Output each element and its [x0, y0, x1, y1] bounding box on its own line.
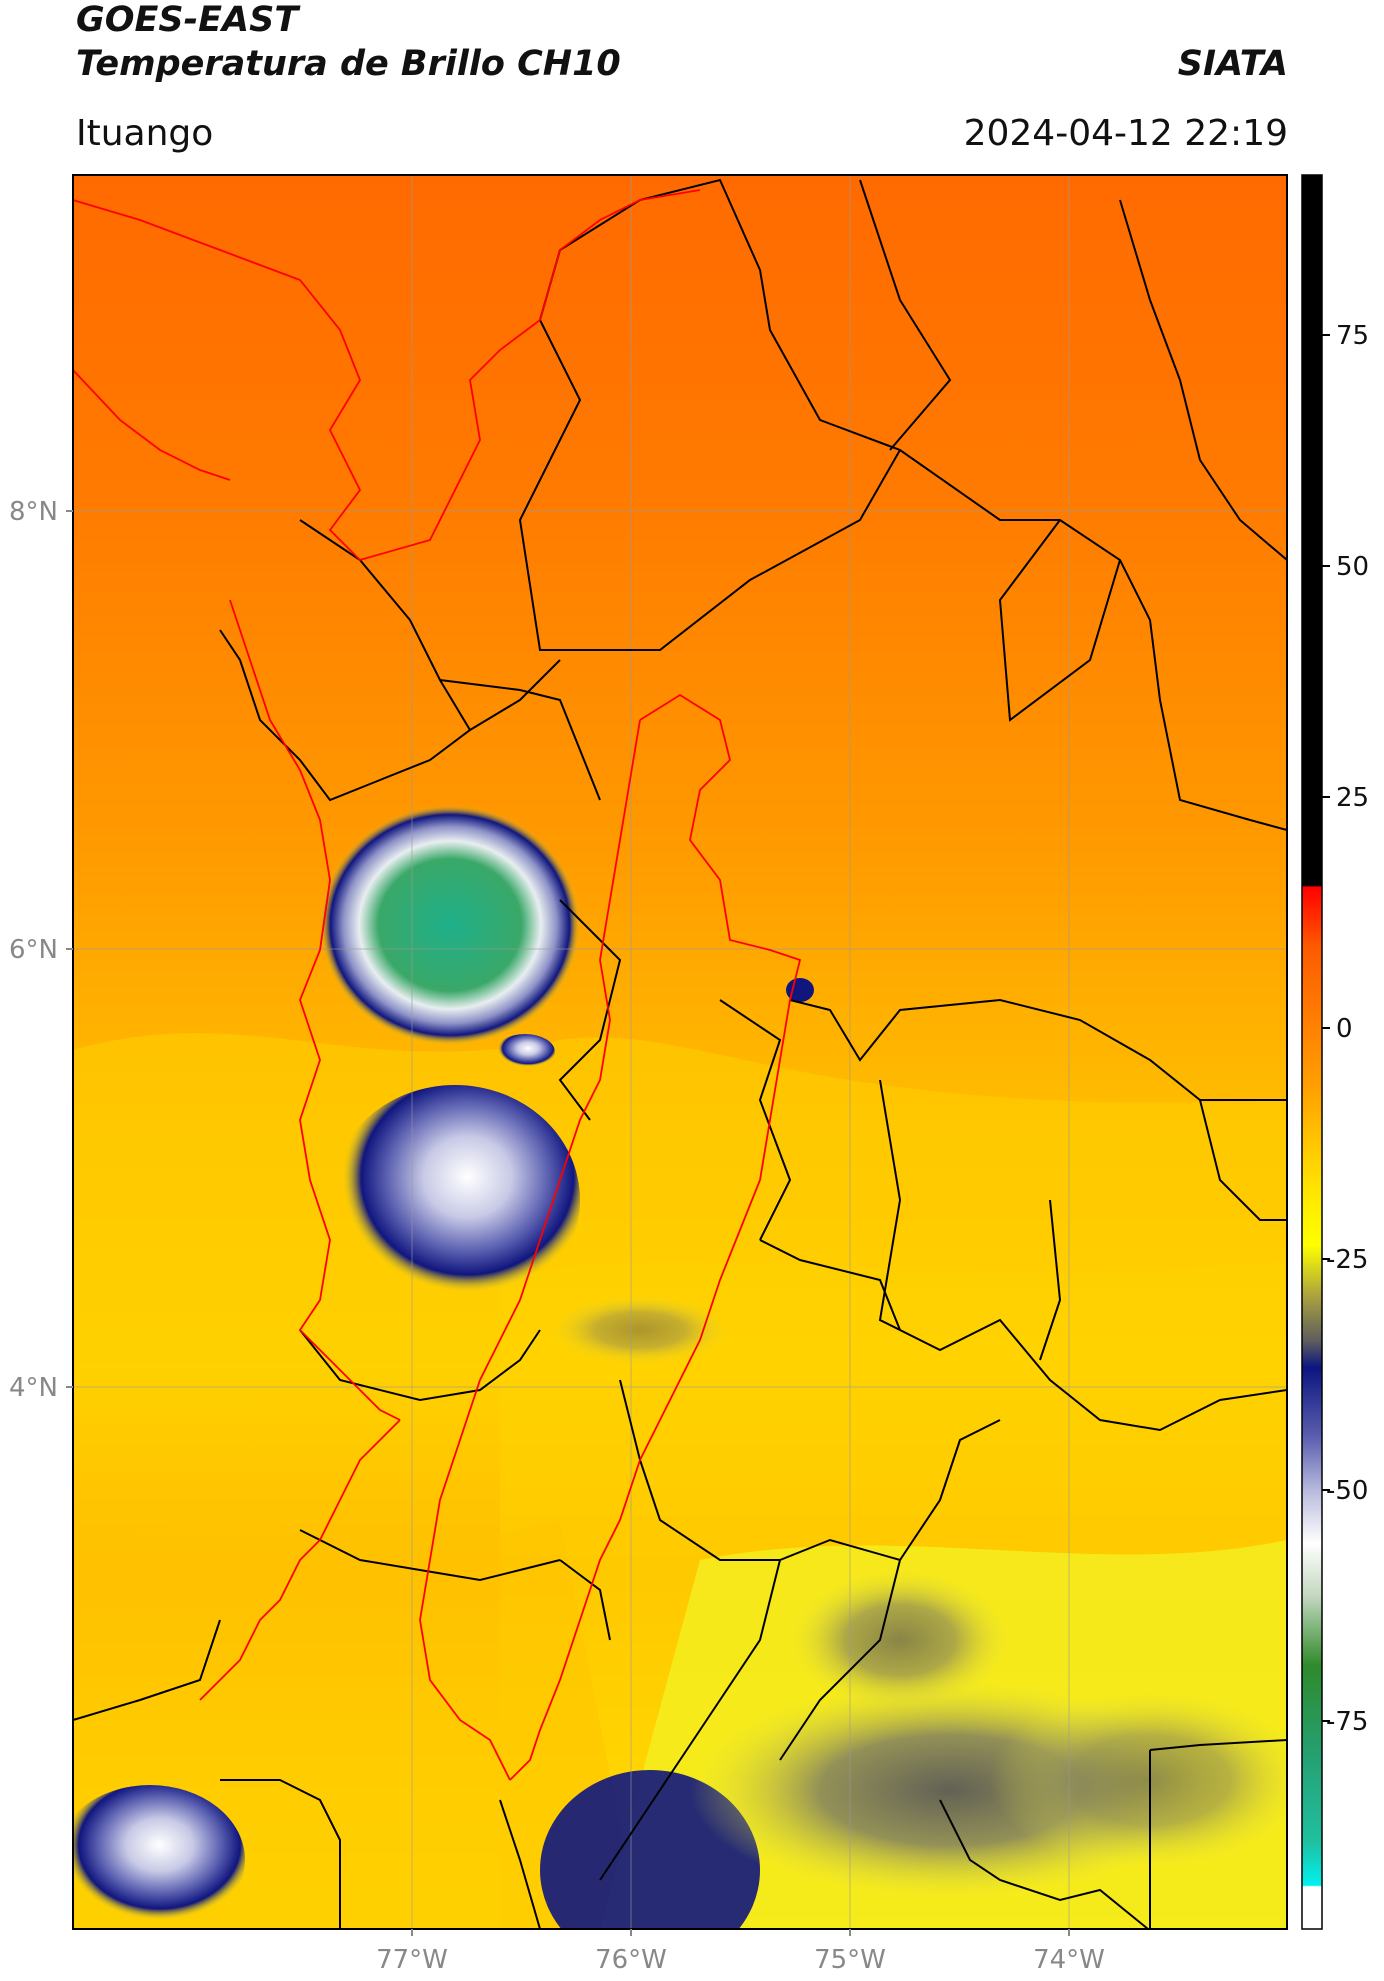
colorbar-tick-75: 75 — [1336, 321, 1369, 351]
product-title: Temperatura de Brillo CH10 — [76, 44, 621, 84]
lon-tick-77w: 77°W — [376, 1945, 448, 1975]
satellite-title: GOES-EAST — [76, 0, 299, 40]
brightness-temperature-field — [73, 175, 1287, 1929]
lon-tick-74w: 74°W — [1033, 1945, 1105, 1975]
latitude-axis: 8°N 6°N 4°N — [9, 497, 73, 1403]
colorbar-scale — [1301, 174, 1323, 1930]
map-frame — [72, 174, 1288, 1930]
colorbar-tick-minus75: -75 — [1326, 1707, 1368, 1737]
cloud-cluster-central — [330, 1085, 580, 1315]
timestamp-label: 2024-04-12 22:19 — [963, 113, 1288, 154]
organization-label: SIATA — [1177, 44, 1288, 84]
colorbar-tick-minus50: -50 — [1326, 1476, 1368, 1506]
longitude-axis: 77°W 76°W 75°W 74°W — [376, 1929, 1105, 1975]
lat-tick-4n: 4°N — [9, 1373, 58, 1403]
lon-tick-76w: 76°W — [595, 1945, 667, 1975]
colorbar-tick-50: 50 — [1336, 552, 1369, 582]
cloud-cluster-north — [320, 805, 580, 1045]
colorbar-tick-0: 0 — [1336, 1014, 1353, 1044]
admin-borders — [73, 178, 1287, 1929]
cloud-cluster-southwest — [73, 1785, 245, 1929]
lat-tick-6n: 6°N — [9, 935, 58, 965]
lon-tick-75w: 75°W — [814, 1945, 886, 1975]
colorbar-tick-25: 25 — [1336, 783, 1369, 813]
region-label: Ituango — [76, 113, 214, 154]
graticule — [73, 175, 1287, 1929]
lat-tick-8n: 8°N — [9, 497, 58, 527]
colorbar-tick-minus25: -25 — [1326, 1245, 1368, 1275]
colorbar: 75 50 25 0 -25 -50 -75 — [1301, 174, 1369, 1930]
basin-outline — [73, 189, 802, 1781]
